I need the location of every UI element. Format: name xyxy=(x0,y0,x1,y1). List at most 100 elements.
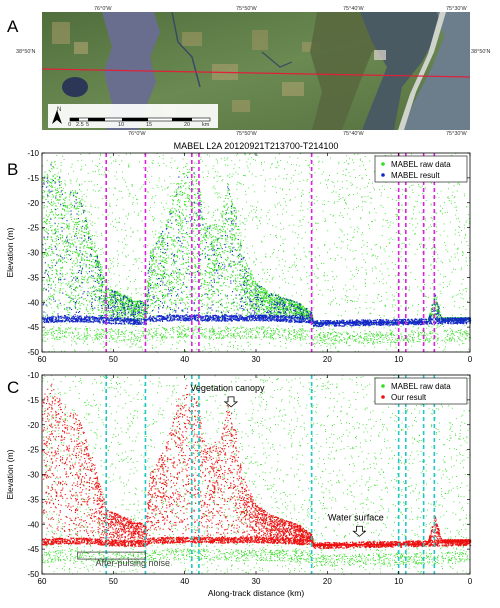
raw-data-point xyxy=(316,278,318,280)
raw-data-point xyxy=(255,292,257,294)
raw-data-point xyxy=(46,281,48,283)
raw-data-point xyxy=(238,304,240,306)
raw-data-point xyxy=(369,307,371,309)
raw-data-point xyxy=(187,200,189,202)
raw-data-point xyxy=(145,315,147,317)
raw-data-point xyxy=(117,300,119,302)
raw-data-point xyxy=(65,291,67,292)
raw-data-point xyxy=(46,300,48,302)
raw-data-point xyxy=(110,299,112,301)
raw-data-point xyxy=(264,185,266,187)
raw-data-point xyxy=(337,180,339,182)
raw-data-point xyxy=(338,161,340,163)
raw-data-point xyxy=(97,166,98,167)
raw-data-point xyxy=(60,267,62,269)
raw-data-point xyxy=(182,292,183,294)
raw-data-point xyxy=(437,317,439,319)
raw-data-point xyxy=(257,201,259,203)
raw-data-point xyxy=(152,294,154,296)
raw-data-point xyxy=(90,204,92,206)
raw-data-point xyxy=(79,200,81,202)
raw-data-point xyxy=(81,259,83,261)
raw-data-point xyxy=(202,350,204,352)
raw-data-point xyxy=(222,179,224,180)
raw-data-point xyxy=(361,234,363,236)
raw-data-point xyxy=(373,326,375,328)
raw-data-point xyxy=(314,273,315,275)
raw-data-point xyxy=(183,246,185,247)
raw-data-point xyxy=(194,274,196,276)
raw-data-point xyxy=(185,304,187,306)
raw-data-point xyxy=(136,306,138,308)
raw-data-point xyxy=(230,274,232,276)
raw-data-point xyxy=(92,171,94,172)
raw-data-point xyxy=(70,182,72,184)
raw-data-point xyxy=(279,287,281,289)
raw-data-point xyxy=(285,307,287,309)
raw-data-point xyxy=(256,217,258,219)
raw-data-point xyxy=(337,350,339,352)
raw-data-point xyxy=(363,201,365,202)
raw-data-point xyxy=(129,300,131,302)
raw-data-point xyxy=(221,225,223,227)
raw-data-point xyxy=(291,302,293,304)
raw-data-point xyxy=(434,308,436,310)
raw-data-point xyxy=(147,290,149,292)
raw-data-point xyxy=(462,251,464,253)
raw-data-point xyxy=(75,222,77,224)
raw-data-point xyxy=(87,332,88,334)
raw-data-point xyxy=(350,338,352,340)
raw-data-point xyxy=(242,208,243,210)
raw-data-point xyxy=(384,188,385,190)
raw-data-point xyxy=(454,196,456,198)
raw-data-point xyxy=(193,167,195,168)
raw-data-point xyxy=(193,222,195,224)
raw-data-point xyxy=(109,311,111,313)
raw-data-point xyxy=(271,277,273,279)
raw-data-point xyxy=(130,345,132,347)
raw-data-point xyxy=(51,252,53,254)
raw-data-point xyxy=(197,219,199,221)
raw-data-point xyxy=(458,218,460,219)
raw-data-point xyxy=(458,259,460,261)
raw-data-point xyxy=(222,268,223,269)
raw-data-point xyxy=(208,231,210,233)
raw-data-point xyxy=(60,270,62,272)
raw-data-point xyxy=(106,296,108,298)
raw-data-point xyxy=(108,331,110,332)
raw-data-point xyxy=(374,208,375,210)
raw-data-point xyxy=(227,228,228,230)
raw-data-point xyxy=(203,201,205,203)
raw-data-point xyxy=(147,170,148,172)
raw-data-point xyxy=(439,273,441,275)
raw-data-point xyxy=(341,240,343,242)
raw-data-point xyxy=(161,294,163,296)
raw-data-point xyxy=(252,293,254,295)
raw-data-point xyxy=(54,241,56,242)
raw-data-point xyxy=(132,250,134,252)
raw-data-point xyxy=(240,327,242,329)
raw-data-point xyxy=(107,170,109,172)
raw-data-point xyxy=(71,266,73,268)
raw-data-point xyxy=(42,279,44,281)
raw-data-point xyxy=(330,290,331,292)
raw-data-point xyxy=(48,286,49,288)
raw-data-point xyxy=(225,240,227,242)
raw-data-point xyxy=(50,277,52,279)
raw-data-point xyxy=(174,208,176,210)
raw-data-point xyxy=(69,233,71,235)
raw-data-point xyxy=(270,297,272,299)
raw-data-point xyxy=(94,262,96,264)
raw-data-point xyxy=(102,281,104,283)
raw-data-point xyxy=(252,303,254,305)
raw-data-point xyxy=(390,188,391,189)
raw-data-point xyxy=(183,173,185,174)
raw-data-point xyxy=(231,294,232,296)
raw-data-point xyxy=(115,301,117,303)
raw-data-point xyxy=(282,309,284,311)
raw-data-point xyxy=(260,217,262,219)
raw-data-point xyxy=(159,283,161,285)
raw-data-point xyxy=(264,287,266,289)
raw-data-point xyxy=(461,293,463,295)
raw-data-point xyxy=(209,243,211,245)
